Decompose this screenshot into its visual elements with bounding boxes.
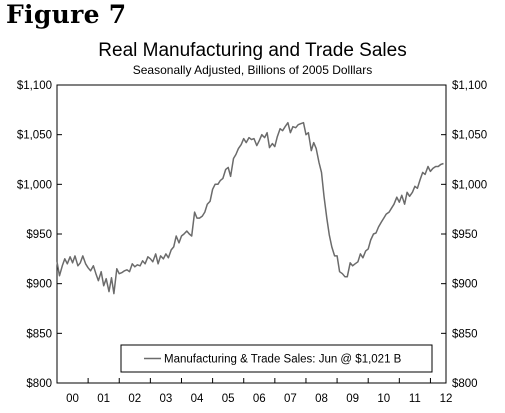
plot-area-frame [56,84,447,384]
y-tick-label-left: $1,050 [17,130,52,142]
legend-label: Manufacturing & Trade Sales: Jun @ $1,02… [164,354,402,366]
x-tick-label: 02 [128,393,141,405]
legend-box [120,344,433,373]
y-tick-label-right: $900 [452,279,478,291]
x-tick-label: 00 [66,393,79,405]
y-tick-label-right: $800 [452,378,478,390]
x-axis: 00 01 02 03 04 05 06 07 08 09 10 11 12 [56,378,453,405]
y-tick-label-left: $1,000 [17,179,52,191]
y-tick-label-right: $1,050 [452,130,487,142]
y-axis-left: $800 $850 $900 $950 $1,000 $1,050 $1,100 [17,80,62,390]
y-tick-label-right: $1,000 [452,179,487,191]
y-axis-right: $800 $850 $900 $950 $1,000 $1,050 $1,100 [441,80,487,390]
x-tick-label: 09 [346,393,359,405]
y-tick-label-left: $950 [26,229,52,241]
y-tick-label-right: $850 [452,328,478,340]
x-tick-label: 04 [191,393,204,405]
x-tick-label: 03 [160,393,173,405]
chart-title: Real Manufacturing and Trade Sales [98,40,407,61]
y-tick-label-right: $1,100 [452,80,487,92]
x-tick-label: 08 [315,393,328,405]
x-tick-label: 01 [97,393,110,405]
y-tick-label-left: $850 [26,328,52,340]
x-tick-label: 05 [222,393,235,405]
x-tick-label: 07 [284,393,297,405]
x-tick-label: 11 [409,393,421,405]
y-tick-label-right: $950 [452,229,478,241]
series-line-manufacturing-trade-sales [56,121,444,295]
x-tick-label: 10 [377,393,390,405]
y-tick-label-left: $900 [26,279,52,291]
figure-label: Figure 7 [6,0,127,29]
legend: Manufacturing & Trade Sales: Jun @ $1,02… [120,344,433,373]
chart-subtitle: Seasonally Adjusted, Billions of 2005 Do… [132,63,373,77]
y-tick-label-left: $1,100 [17,80,52,92]
x-tick-label: 12 [440,393,453,405]
x-tick-label: 06 [253,393,266,405]
y-tick-label-left: $800 [26,378,52,390]
